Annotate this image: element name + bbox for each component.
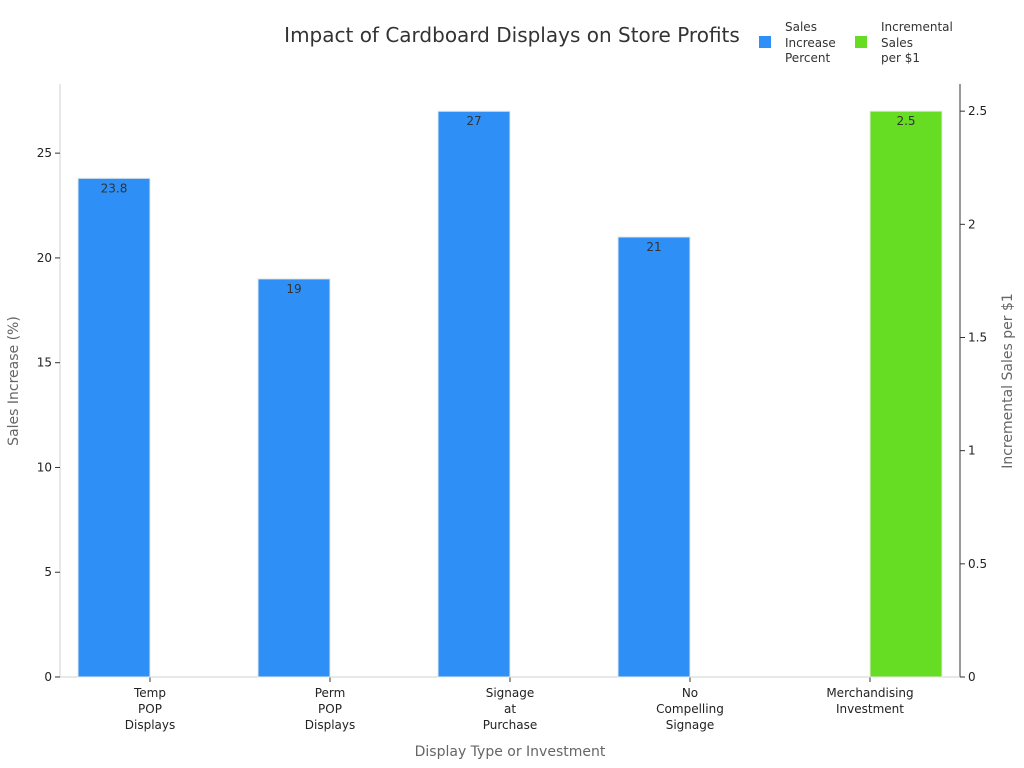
y-tick-label-4: 20 [37, 251, 52, 265]
data-labels: 23.8 19 27 21 2.5 [101, 114, 916, 296]
legend: Sales Increase Percent Incremental Sales… [759, 20, 953, 65]
bar-series0-1 [257, 278, 331, 678]
x-tick-label-1-2: Displays [305, 718, 355, 732]
x-tick-label-3-2: Signage [666, 718, 715, 732]
x-axis-title: Display Type or Investment [415, 744, 606, 760]
data-label-series0-2: 27 [466, 114, 481, 128]
x-tick-label-0-0: Temp [133, 686, 166, 700]
y-tick-label-5: 25 [37, 146, 52, 160]
data-label-series0-3: 21 [646, 240, 661, 254]
y-tick-label-3: 15 [37, 356, 52, 370]
bars [77, 110, 943, 678]
x-tick-label-4-1: Investment [836, 702, 904, 716]
legend-swatch-1 [855, 36, 867, 48]
data-label-series0-0: 23.8 [101, 181, 128, 195]
x-tick-label-3-0: No [682, 686, 698, 700]
y-axis-title: Sales Increase (%) [6, 316, 22, 446]
x-tick-label-4-0: Merchandising [826, 686, 913, 700]
x-tick-label-1-0: Perm [315, 686, 346, 700]
bar-series1-4 [869, 110, 943, 678]
y2-tick-label-0: 0 [968, 670, 976, 684]
legend-label-1-line-2: per $1 [881, 51, 920, 65]
legend-label-0-line-0: Sales [785, 20, 817, 34]
x-tick-label-2-0: Signage [486, 686, 535, 700]
x-tick-label-0-2: Displays [125, 718, 175, 732]
data-label-series1-4: 2.5 [896, 114, 915, 128]
legend-label-0-line-1: Increase [785, 36, 836, 50]
axes: 0 5 10 15 20 25 0 0.5 1 1.5 2 2.5 Temp POP Displays Per… [37, 84, 987, 732]
y2-tick-label-2: 1 [968, 444, 976, 458]
legend-label-1-line-1: Sales [881, 36, 913, 50]
legend-label-1-line-0: Incremental [881, 20, 953, 34]
y-tick-label-2: 10 [37, 460, 52, 474]
y2-tick-label-4: 2 [968, 217, 976, 231]
chart-title: Impact of Cardboard Displays on Store Pr… [284, 23, 740, 47]
x-tick-label-3-1: Compelling [656, 702, 724, 716]
y2-axis-title: Incremental Sales per $1 [1000, 293, 1016, 469]
legend-label-0-line-2: Percent [785, 51, 830, 65]
legend-swatch-0 [759, 36, 771, 48]
x-tick-label-1-1: POP [318, 702, 342, 716]
x-tick-label-0-1: POP [138, 702, 162, 716]
y2-tick-label-3: 1.5 [968, 330, 987, 344]
bar-series0-0 [77, 177, 151, 678]
y2-tick-label-5: 2.5 [968, 104, 987, 118]
y-tick-label-1: 5 [44, 565, 52, 579]
data-label-series0-1: 19 [286, 282, 301, 296]
bar-series0-3 [617, 236, 691, 678]
y-tick-label-0: 0 [44, 670, 52, 684]
y2-tick-label-1: 0.5 [968, 557, 987, 571]
x-tick-label-2-1: at [504, 702, 516, 716]
bar-series0-2 [437, 110, 511, 678]
x-tick-label-2-2: Purchase [483, 718, 538, 732]
